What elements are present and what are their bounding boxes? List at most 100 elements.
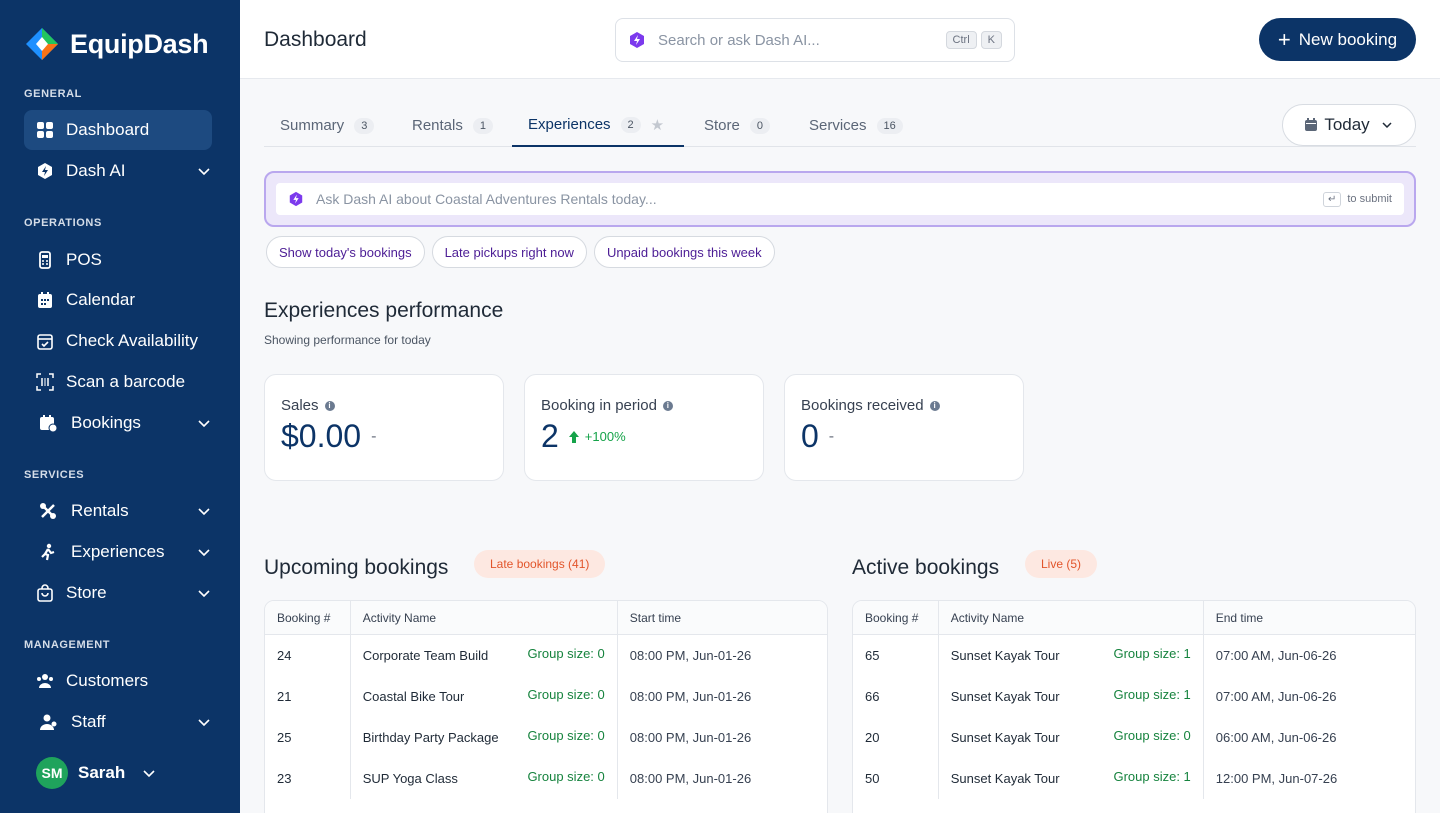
late-bookings-badge[interactable]: Late bookings (41): [474, 550, 606, 578]
section-general: GENERAL: [24, 88, 82, 100]
table-row[interactable]: 65 Sunset Kayak Tour Group size: 1 07:00 …: [853, 635, 1415, 676]
sidebar-item-rentals[interactable]: Rentals: [24, 491, 212, 531]
activity-name: Coastal Bike Tour: [362, 689, 465, 704]
activity-name: Sunset Kayak Tour: [950, 771, 1060, 786]
sidebar-item-scan-barcode[interactable]: Scan a barcode: [24, 362, 212, 402]
booking-id: 66: [853, 676, 939, 717]
activity-name: Corporate Team Build: [362, 648, 489, 663]
sidebar-item-dash-ai[interactable]: Dash AI: [24, 151, 212, 191]
tab-rentals[interactable]: Rentals 1: [412, 104, 493, 147]
activity-name: Sunset Kayak Tour: [950, 730, 1060, 745]
chevron-down-icon[interactable]: [196, 415, 212, 431]
group-size: Group size: 1: [1113, 646, 1191, 661]
user-menu[interactable]: SM Sarah: [36, 757, 157, 789]
col-activity-name[interactable]: Activity Name: [939, 601, 1204, 634]
tab-label: Rentals: [412, 117, 463, 134]
table-row[interactable]: 21 Coastal Bike Tour Group size: 0 08:00 …: [265, 676, 827, 717]
star-icon[interactable]: ★: [650, 116, 665, 134]
performance-subtitle: Showing performance for today: [264, 333, 431, 347]
arrow-up-icon: [568, 430, 579, 443]
stat-card-booking-in-period: Booking in period i 2 +100%: [524, 374, 764, 481]
info-icon[interactable]: i: [662, 400, 673, 411]
tab-services[interactable]: Services 16: [809, 104, 903, 147]
table-row[interactable]: 24 Corporate Team Build Group size: 0 08:…: [265, 635, 827, 676]
date-filter-dropdown[interactable]: Today: [1282, 104, 1416, 146]
store-bag-icon: [36, 584, 54, 602]
dash-ai-icon: [630, 32, 644, 48]
end-time: 12:00 PM, Jun-07-26: [1215, 771, 1338, 786]
sidebar-item-label: Check Availability: [66, 331, 198, 350]
col-booking-number[interactable]: Booking #: [853, 601, 939, 634]
brand[interactable]: EquipDash: [24, 26, 209, 62]
sidebar-item-store[interactable]: Store: [24, 573, 212, 613]
sidebar-item-experiences[interactable]: Experiences: [24, 532, 212, 572]
table-row[interactable]: 23 SUP Yoga Class Group size: 0 08:00 PM,…: [265, 758, 827, 799]
chevron-down-icon[interactable]: [196, 503, 212, 519]
chevron-down-icon[interactable]: [196, 544, 212, 560]
barcode-scan-icon: [36, 373, 54, 391]
sidebar-item-customers[interactable]: Customers: [24, 661, 212, 701]
sidebar-item-label: Calendar: [66, 290, 135, 309]
activity-name: Birthday Party Package: [362, 730, 499, 745]
sidebar-item-bookings[interactable]: Bookings: [24, 403, 212, 443]
tab-store[interactable]: Store 0: [704, 104, 770, 147]
equipdash-logo-icon: [26, 28, 58, 60]
chevron-down-icon[interactable]: [196, 163, 212, 179]
brand-name: EquipDash: [70, 28, 209, 59]
tab-count: 16: [876, 117, 903, 134]
stat-value: 0: [801, 418, 819, 454]
info-icon[interactable]: i: [324, 400, 335, 411]
col-booking-number[interactable]: Booking #: [265, 601, 351, 634]
col-end-time[interactable]: End time: [1215, 610, 1264, 625]
info-icon[interactable]: i: [929, 400, 940, 411]
new-booking-button[interactable]: + New booking: [1259, 18, 1416, 61]
chevron-down-icon[interactable]: [141, 765, 157, 781]
chevron-down-icon[interactable]: [196, 714, 212, 730]
sidebar-item-calendar[interactable]: Calendar: [24, 280, 212, 320]
sidebar-item-label: Bookings: [71, 413, 141, 432]
group-size: Group size: 0: [527, 728, 605, 743]
stat-change: -: [371, 427, 377, 445]
pos-terminal-icon: [36, 251, 54, 269]
sidebar-item-check-availability[interactable]: Check Availability: [24, 321, 212, 361]
chip-unpaid-bookings[interactable]: Unpaid bookings this week: [593, 236, 775, 268]
dash-ai-input[interactable]: Ask Dash AI about Coastal Adventures Ren…: [276, 183, 1404, 215]
chevron-down-icon[interactable]: [196, 585, 212, 601]
calendar-icon: [1305, 118, 1318, 131]
tab-experiences[interactable]: Experiences 2 ★: [512, 104, 684, 147]
plus-icon: +: [1277, 26, 1291, 52]
stat-label: Booking in period: [541, 397, 657, 414]
booking-id: 20: [853, 717, 939, 758]
stat-card-bookings-received: Bookings received i 0-: [784, 374, 1024, 481]
end-time: 07:00 AM, Jun-06-26: [1215, 689, 1337, 704]
submit-hint: to submit: [1347, 193, 1392, 205]
chip-late-pickups[interactable]: Late pickups right now: [431, 236, 587, 268]
calendar-check-icon: [36, 332, 54, 350]
sidebar-item-label: Staff: [71, 712, 106, 731]
chevron-down-icon: [1382, 122, 1392, 129]
table-row[interactable]: 20 Sunset Kayak Tour Group size: 0 06:00 …: [853, 717, 1415, 758]
dash-ai-icon: [36, 162, 54, 180]
sidebar-item-label: Scan a barcode: [66, 372, 186, 391]
stat-label: Bookings received: [801, 397, 924, 414]
tab-summary[interactable]: Summary 3: [280, 104, 375, 147]
activity-name: SUP Yoga Class: [362, 771, 458, 786]
sidebar-item-label: Customers: [66, 671, 149, 690]
sidebar-item-dashboard[interactable]: Dashboard: [24, 110, 212, 150]
start-time: 08:00 PM, Jun-01-26: [629, 689, 752, 704]
sidebar-item-pos[interactable]: POS: [24, 240, 212, 280]
table-row[interactable]: 66 Sunset Kayak Tour Group size: 1 07:00 …: [853, 676, 1415, 717]
col-activity-name[interactable]: Activity Name: [351, 601, 618, 634]
search-input[interactable]: Search or ask Dash AI...: [658, 31, 820, 49]
table-row[interactable]: 50 Sunset Kayak Tour Group size: 1 12:00 …: [853, 758, 1415, 799]
table-row[interactable]: 25 Birthday Party Package Group size: 0 0…: [265, 717, 827, 758]
sidebar-item-staff[interactable]: Staff: [24, 702, 212, 742]
col-start-time[interactable]: Start time: [629, 610, 682, 625]
section-operations: OPERATIONS: [24, 217, 102, 229]
live-badge[interactable]: Live (5): [1025, 550, 1098, 578]
stat-change: +100%: [584, 429, 626, 444]
search-bar[interactable]: Search or ask Dash AI... Ctrl K: [615, 18, 1015, 62]
group-size: Group size: 0: [527, 769, 605, 784]
chip-show-todays-bookings[interactable]: Show today's bookings: [266, 236, 425, 268]
staff-user-icon: [36, 713, 59, 731]
